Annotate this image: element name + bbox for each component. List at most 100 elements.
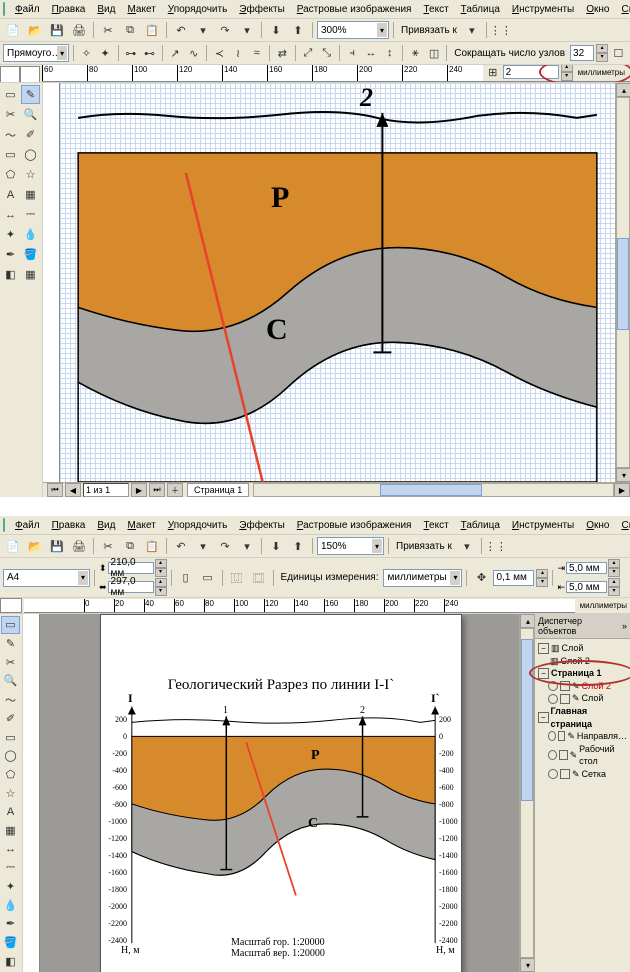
extract-icon[interactable]: ⤡	[318, 43, 335, 63]
open-icon-2[interactable]: 📂	[25, 536, 45, 556]
dup-x-spin[interactable]: ▴▾	[608, 559, 620, 577]
reverse-icon[interactable]: ⇄	[274, 43, 291, 63]
menu-window-2[interactable]: Окно	[581, 519, 614, 532]
print-icon-2[interactable]: 🖨	[69, 536, 89, 556]
menu-tools[interactable]: Инструменты	[507, 3, 579, 16]
menu-table-2[interactable]: Таблица	[456, 519, 505, 532]
shapes-tool-icon-2[interactable]: ☆	[1, 784, 20, 802]
interactive-fill-icon[interactable]: ◧	[1, 265, 20, 284]
pick-tool-icon-2[interactable]: ▭	[1, 616, 20, 634]
docker-menu-icon[interactable]: »	[622, 621, 627, 631]
dup-y-spin[interactable]: ▴▾	[608, 578, 620, 596]
node-del-icon[interactable]: ✦	[97, 43, 114, 63]
effects-tool-icon[interactable]: ✦	[1, 225, 20, 244]
redo-icon-2[interactable]: ↷	[215, 536, 235, 556]
page-w[interactable]: 210,0 мм	[108, 562, 154, 574]
menu-tools-2[interactable]: Инструменты	[507, 519, 579, 532]
cut-icon-2[interactable]: ✂	[98, 536, 118, 556]
scrollbar-vertical[interactable]: ▴ ▾	[615, 83, 630, 482]
sym-icon[interactable]: ≈	[248, 43, 265, 63]
print-icon[interactable]: 🖨	[69, 20, 89, 40]
outline-tool-icon[interactable]: ✒	[1, 245, 20, 264]
export-icon-2[interactable]: ⬆	[288, 536, 308, 556]
paste-icon-2[interactable]: 📋	[142, 536, 162, 556]
table-tool-icon[interactable]: ▦	[21, 185, 40, 204]
open-icon[interactable]: 📂	[25, 20, 45, 40]
menu-layout-2[interactable]: Макет	[122, 519, 160, 532]
import-icon[interactable]: ⬇	[266, 20, 286, 40]
crop-tool-icon-2[interactable]: ✂	[1, 653, 20, 671]
portrait-icon[interactable]: ▯	[176, 568, 196, 588]
zoom-combo-2[interactable]: 150%	[317, 537, 384, 555]
break-icon[interactable]: ⊷	[141, 43, 158, 63]
cut-icon[interactable]: ✂	[98, 20, 118, 40]
rect-tool-icon-2[interactable]: ▭	[1, 728, 20, 746]
layer-active-row[interactable]: ✎Слой 2	[548, 680, 627, 693]
freehand-tool-icon-2[interactable]: ～	[1, 691, 20, 709]
nudge-value[interactable]: 2	[503, 65, 559, 79]
shape-mode-combo[interactable]: Прямоуго…	[3, 44, 69, 62]
cusp-icon[interactable]: ≺	[211, 43, 228, 63]
options-icon-2[interactable]: ⋮⋮	[486, 536, 506, 556]
page-w-spin[interactable]: ▴▾	[155, 559, 167, 577]
redo-icon[interactable]: ↷	[215, 20, 235, 40]
paper-combo[interactable]: A4	[3, 569, 90, 587]
menu-help-2[interactable]: Справка	[617, 519, 630, 532]
pages-all-icon[interactable]: ⿶	[227, 568, 247, 588]
reduce-spinner[interactable]: ▴▾	[596, 44, 608, 62]
landscape-icon[interactable]: ▭	[198, 568, 218, 588]
redo-drop-icon-2[interactable]: ▾	[237, 536, 257, 556]
menu-view[interactable]: Вид	[92, 3, 120, 16]
copy-icon-2[interactable]: ⧉	[120, 536, 140, 556]
nudge-spinner[interactable]: ▴▾	[561, 65, 573, 81]
snap-drop-icon-2[interactable]: ▾	[457, 536, 477, 556]
undo-icon[interactable]: ↶	[171, 20, 191, 40]
menu-view-2[interactable]: Вид	[92, 519, 120, 532]
undo-icon-2[interactable]: ↶	[171, 536, 191, 556]
menu-file-2[interactable]: Файл	[10, 519, 45, 532]
menu-help[interactable]: Справка	[617, 3, 630, 16]
menu-bitmaps[interactable]: Растровые изображения	[292, 3, 417, 16]
zoom-tool-icon-2[interactable]: 🔍	[1, 672, 20, 690]
shapes-tool-icon[interactable]: ☆	[21, 165, 40, 184]
new-icon[interactable]: 📄	[3, 20, 23, 40]
snap-drop-icon[interactable]: ▾	[462, 20, 482, 40]
text-tool-icon-2[interactable]: A	[1, 803, 20, 821]
join-icon[interactable]: ⊶	[122, 43, 139, 63]
select-all-icon[interactable]: ◫	[426, 43, 443, 63]
import-icon-2[interactable]: ⬇	[266, 536, 286, 556]
undo-drop-icon[interactable]: ▾	[193, 20, 213, 40]
ruler-horizontal-2[interactable]: 020406080100120140160180200220240	[24, 599, 575, 613]
menu-window[interactable]: Окно	[581, 3, 614, 16]
page-h[interactable]: 297,0 мм	[108, 581, 154, 593]
doc-nudge-icon[interactable]: ⊞	[485, 65, 501, 80]
smart-tool-icon-2[interactable]: ✐	[1, 710, 20, 728]
table-tool-icon-2[interactable]: ▦	[1, 822, 20, 840]
dup-y[interactable]: 5,0 мм	[566, 581, 607, 593]
save-icon[interactable]: 💾	[47, 20, 67, 40]
smart-tool-icon[interactable]: ✐	[21, 125, 40, 144]
scrollbar-horizontal[interactable]: ⏮ ◀ 1 из 1 ▶ ⏭ ＋ Страница 1 ▶	[43, 482, 630, 497]
page-tab[interactable]: Страница 1	[187, 483, 249, 497]
polygon-tool-icon[interactable]: ⬠	[1, 165, 20, 184]
ellipse-tool-icon[interactable]: ◯	[21, 145, 40, 164]
menu-text-2[interactable]: Текст	[418, 519, 453, 532]
shape-tool-icon-2[interactable]: ✎	[1, 635, 20, 653]
menu-edit[interactable]: Правка	[47, 3, 91, 16]
dimension-tool-icon-2[interactable]: ↔	[1, 840, 20, 858]
fill-tool-icon[interactable]: 🪣	[21, 245, 40, 264]
page-navigator[interactable]: ⏮ ◀ 1 из 1 ▶ ⏭ ＋	[43, 483, 187, 497]
menu-text[interactable]: Текст	[418, 3, 453, 16]
paste-icon[interactable]: 📋	[142, 20, 162, 40]
menu-effects-2[interactable]: Эффекты	[234, 519, 289, 532]
canvas-2[interactable]: Геологический Разрез по линии I-I`	[40, 614, 519, 972]
nudge-field[interactable]: 0,1 мм	[493, 570, 534, 586]
connector-tool-icon[interactable]: ⎓	[21, 205, 40, 224]
zoom-combo[interactable]: 300%	[317, 21, 389, 39]
copy-icon[interactable]: ⧉	[120, 20, 140, 40]
effects-tool-icon-2[interactable]: ✦	[1, 878, 20, 896]
eyedrop-tool-icon-2[interactable]: 💧	[1, 896, 20, 914]
ellipse-tool-icon-2[interactable]: ◯	[1, 747, 20, 765]
to-line-icon[interactable]: ↗	[167, 43, 184, 63]
redo-drop-icon[interactable]: ▾	[237, 20, 257, 40]
